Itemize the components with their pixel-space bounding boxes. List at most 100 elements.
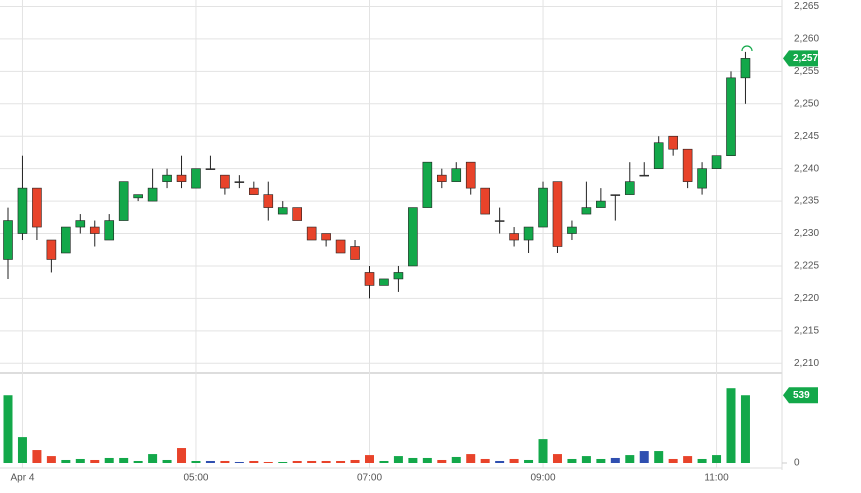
volume-bar [466,454,476,463]
candle-body [393,272,404,280]
volume-bar [32,450,42,463]
candle-body [147,187,158,202]
volume-bar [581,456,591,463]
candle-body [697,168,707,189]
candle-body [436,174,447,182]
volume-bar [712,455,722,463]
candle-body [451,168,462,182]
candle-body [653,142,664,169]
candle-body [205,168,216,170]
candle-body [118,181,129,221]
volume-bar [683,456,693,463]
volume-bar [552,454,562,463]
candle-body [292,207,303,221]
candle-body [408,207,418,267]
volume-tick-label: 0 [794,458,800,469]
candle-body [379,278,389,286]
volume-bar [307,460,317,463]
volume-bar [278,461,288,463]
candle-body [162,174,172,182]
volume-bar [451,456,461,463]
volume-bar [437,459,447,463]
volume-bar [104,457,114,463]
candle-body [364,272,375,286]
y-tick-label: 2,250 [794,98,819,109]
y-tick-label: 2,265 [794,1,819,12]
candle-body [509,233,519,241]
volume-bar [509,458,519,463]
y-tick-label: 2,235 [794,196,819,207]
candle-body [350,246,360,260]
volume-bar [90,459,100,463]
x-tick-label: 05:00 [183,473,208,484]
volume-bar [697,458,707,463]
x-tick-label: 09:00 [531,473,556,484]
volume-bar [726,388,736,463]
candle-body [552,181,563,247]
candle-body [306,226,317,241]
candle-body [335,239,346,254]
candle-body [89,226,100,234]
candle-body [624,181,635,195]
candle-body [538,187,548,228]
y-tick-label: 2,260 [794,34,819,45]
volume-bar [220,460,230,463]
last-price-label: 2,257 [793,53,818,64]
y-tick-label: 2,255 [794,66,819,77]
candle-body [610,194,621,196]
live-marker [741,45,753,52]
volume-bar [292,460,302,463]
candle-body [567,226,577,234]
y-tick-label: 2,215 [794,325,819,336]
volume-bar [336,460,346,463]
candle-body [263,194,274,208]
candle-body [682,148,693,182]
volume-bar [249,460,259,463]
volume-bar [379,460,389,463]
volume-bar [668,458,678,463]
volume-bar [596,458,606,463]
candle-body [726,77,736,156]
y-tick-label: 2,210 [794,358,819,369]
volume-bar [133,460,143,463]
candle-body [596,200,606,208]
volume-bar [654,451,664,463]
volume-bar [61,459,71,463]
candle-body [104,220,115,241]
volume-bar [3,395,13,463]
volume-bar [422,457,432,463]
last-volume-label: 539 [793,390,810,401]
x-tick-label: 07:00 [357,473,382,484]
volume-bar [524,459,534,463]
volume-bar [75,458,85,463]
volume-bar [639,451,649,463]
volume-bar [393,456,403,463]
volume-bar [205,460,215,463]
y-tick-label: 2,225 [794,261,819,272]
candle-body [465,161,476,189]
volume-bar [350,459,360,463]
volume-bar [177,448,187,463]
volume-bar [46,456,56,463]
candle-body [639,174,649,177]
volume-bar [365,455,374,463]
candle-body [3,220,13,260]
volume-bar [480,458,490,463]
candle-body [321,233,331,241]
candle-body [191,168,201,189]
volume-bar [610,457,620,463]
y-tick-label: 2,230 [794,228,819,239]
candle-body [32,187,42,228]
x-tick-label: Apr 4 [11,473,35,484]
volume-bar [234,461,244,463]
candle-body [494,220,505,222]
volume-bar [567,458,577,463]
y-tick-label: 2,245 [794,131,819,142]
candle-body [480,187,490,215]
candle-body [46,239,57,260]
volume-bar [148,454,158,463]
candle-body [422,161,433,208]
volume-bar [263,461,273,463]
candle-body [581,207,592,215]
candle-body [523,226,534,241]
